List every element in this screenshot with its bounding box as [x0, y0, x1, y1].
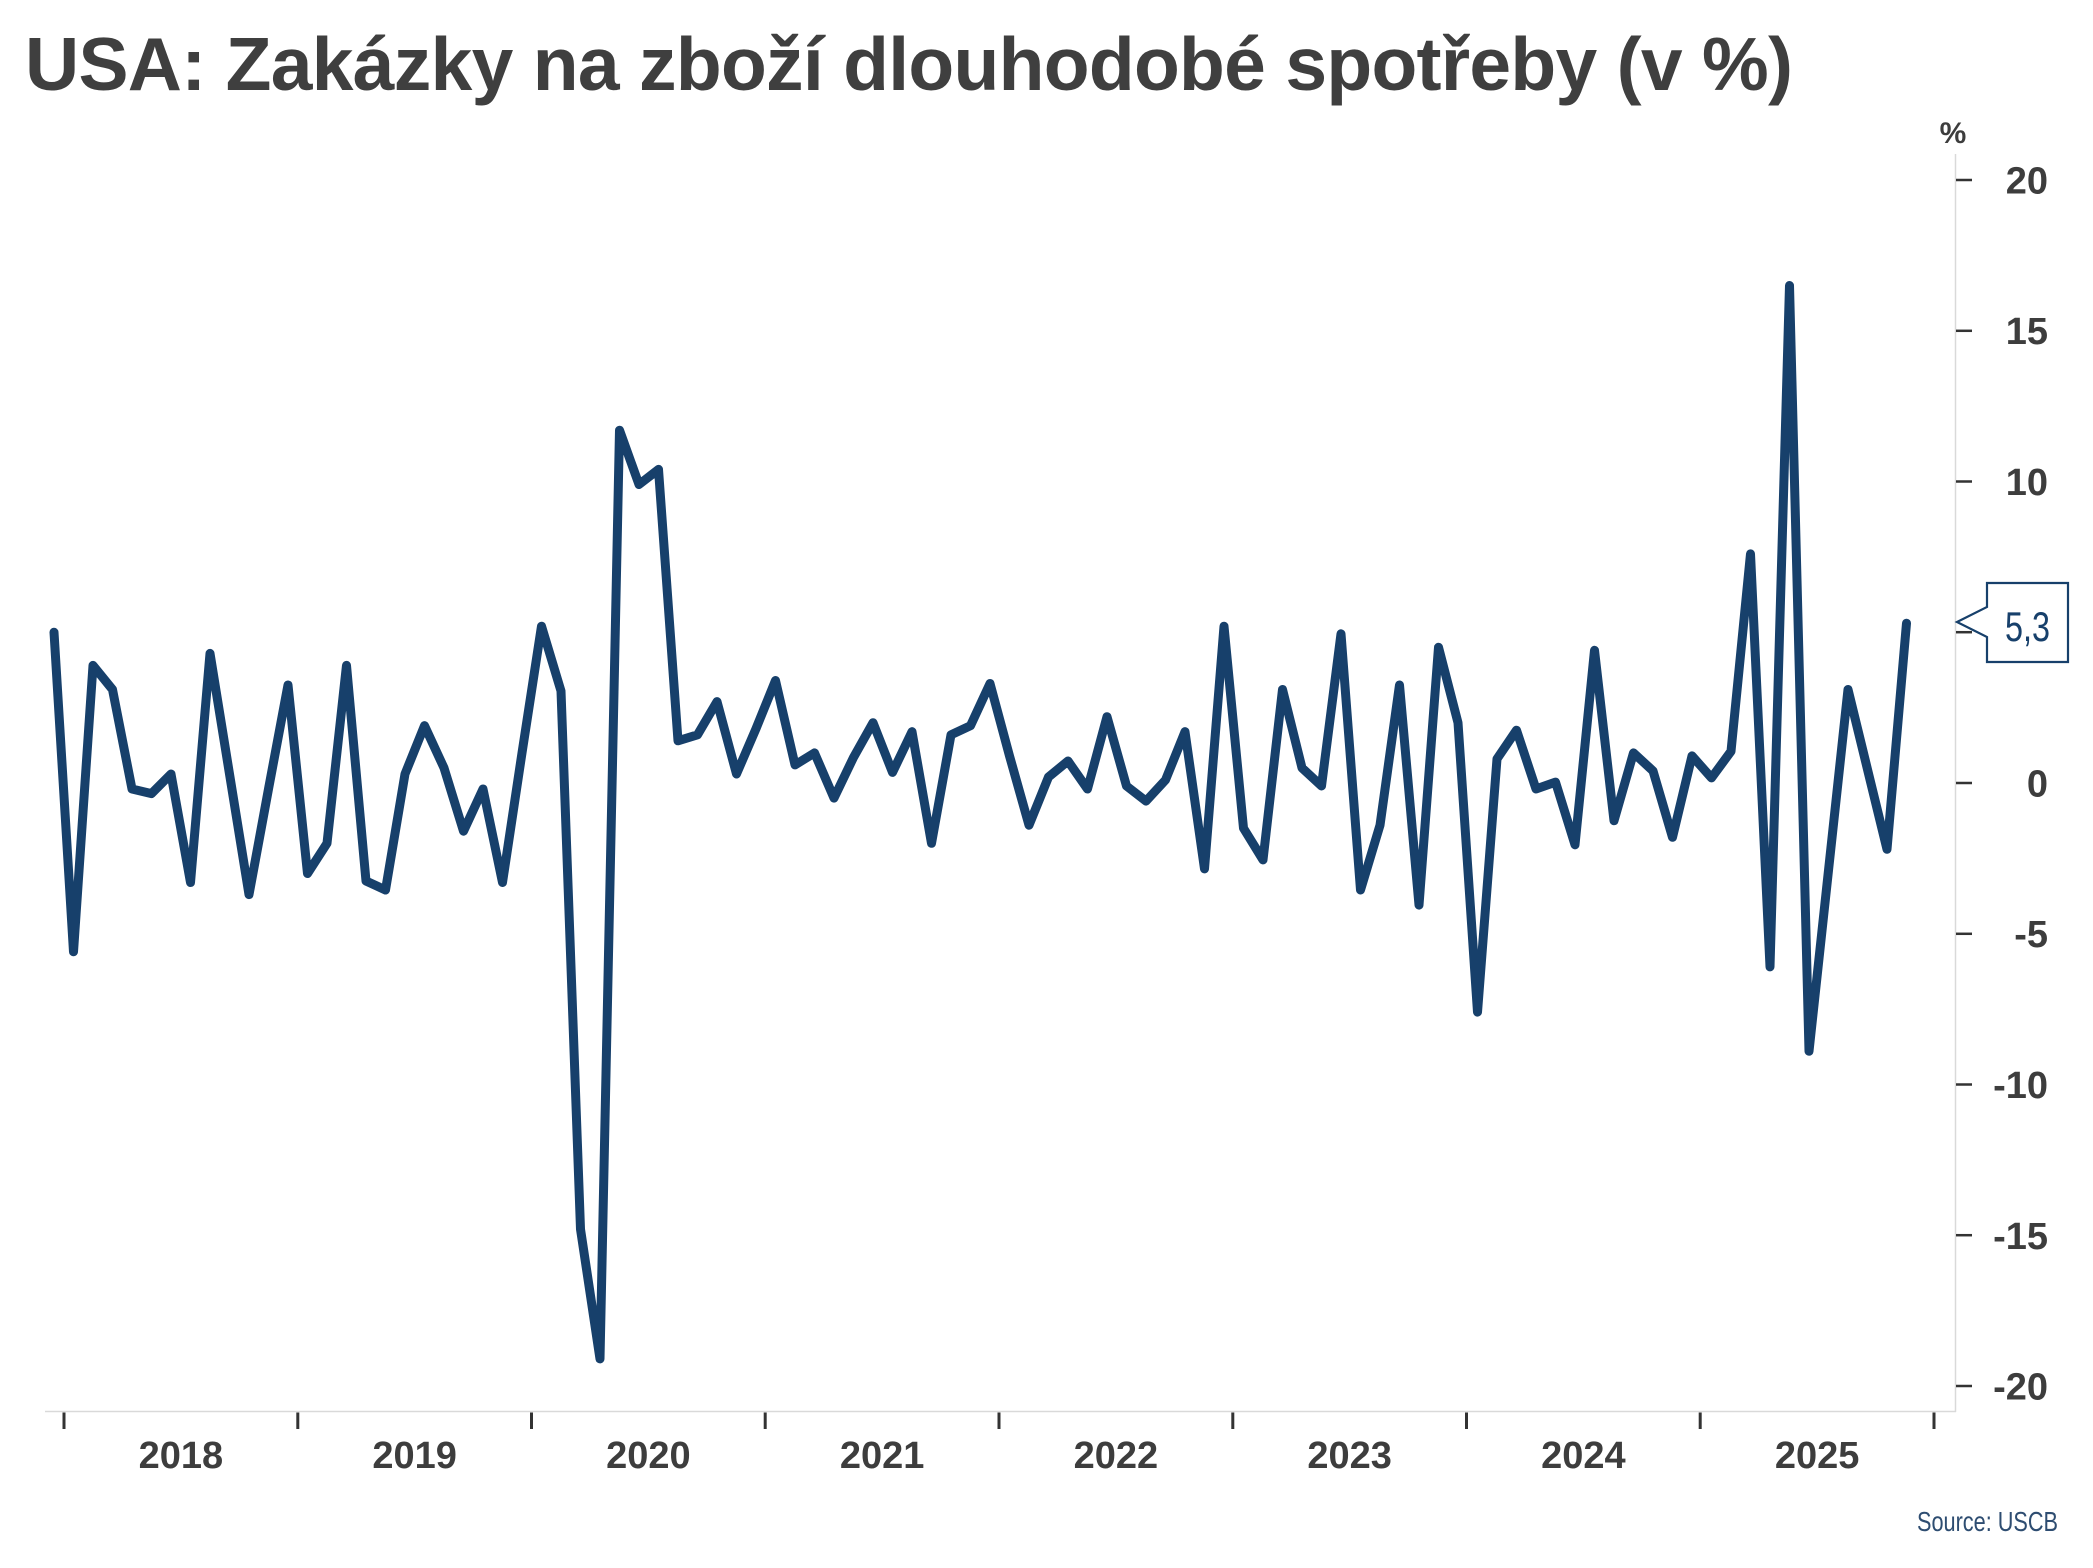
svg-text:-15: -15 — [1993, 1216, 2048, 1258]
svg-text:-20: -20 — [1993, 1367, 2048, 1409]
svg-text:2021: 2021 — [840, 1435, 925, 1477]
svg-text:Source: USCB: Source: USCB — [1917, 1506, 2058, 1537]
svg-text:2019: 2019 — [372, 1435, 457, 1477]
svg-text:-5: -5 — [2014, 914, 2048, 956]
svg-text:%: % — [1940, 117, 1967, 150]
svg-text:2025: 2025 — [1775, 1435, 1860, 1477]
svg-text:2023: 2023 — [1307, 1435, 1392, 1477]
svg-text:10: 10 — [2006, 462, 2048, 504]
svg-text:2018: 2018 — [139, 1435, 224, 1477]
svg-text:5,3: 5,3 — [2005, 603, 2050, 650]
svg-text:-10: -10 — [1993, 1065, 2048, 1107]
svg-text:20: 20 — [2006, 161, 2048, 203]
svg-text:0: 0 — [2027, 764, 2048, 806]
svg-text:2020: 2020 — [606, 1435, 691, 1477]
svg-text:2022: 2022 — [1074, 1435, 1159, 1477]
svg-text:15: 15 — [2006, 311, 2048, 353]
svg-text:2024: 2024 — [1541, 1435, 1626, 1477]
